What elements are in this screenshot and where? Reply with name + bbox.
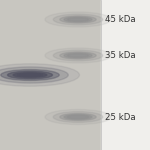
Ellipse shape	[53, 14, 103, 25]
Ellipse shape	[45, 110, 111, 124]
Ellipse shape	[45, 48, 111, 63]
Bar	[0, 0, 100, 150]
Ellipse shape	[0, 67, 68, 83]
Text: 45 kDa: 45 kDa	[105, 15, 136, 24]
Ellipse shape	[60, 113, 96, 121]
Ellipse shape	[64, 114, 92, 120]
Text: 25 kDa: 25 kDa	[105, 112, 136, 122]
Ellipse shape	[60, 52, 96, 59]
Ellipse shape	[60, 16, 96, 23]
Ellipse shape	[67, 115, 89, 119]
Bar	[100, 0, 150, 150]
Ellipse shape	[67, 54, 89, 57]
Ellipse shape	[18, 73, 42, 76]
Ellipse shape	[1, 70, 59, 80]
Text: 35 kDa: 35 kDa	[105, 51, 136, 60]
Ellipse shape	[64, 17, 92, 22]
Ellipse shape	[67, 18, 89, 21]
Ellipse shape	[53, 50, 103, 61]
Ellipse shape	[45, 12, 111, 27]
Ellipse shape	[64, 53, 92, 58]
Ellipse shape	[53, 112, 103, 122]
Ellipse shape	[13, 73, 47, 77]
Ellipse shape	[0, 64, 80, 86]
Ellipse shape	[8, 71, 52, 79]
